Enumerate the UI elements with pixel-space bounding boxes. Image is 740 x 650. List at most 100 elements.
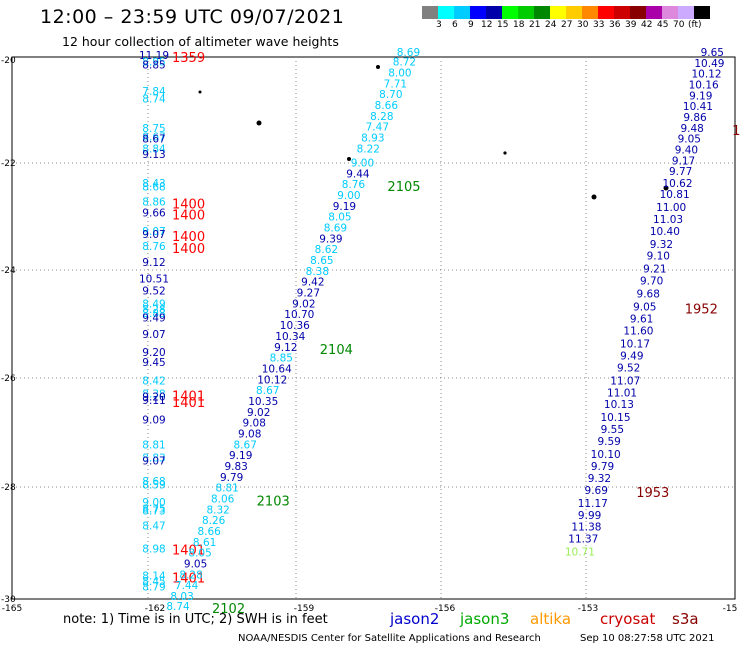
- island-marker: [591, 194, 597, 200]
- legend-altika: altika: [530, 610, 572, 628]
- wave-height-value: 9.05: [678, 134, 701, 146]
- wave-height-value: 8.38: [142, 388, 165, 400]
- wave-height-value: 8.66: [197, 526, 221, 538]
- wave-height-value: 9.08: [243, 418, 266, 430]
- colorbar-label: 18: [513, 20, 525, 30]
- colorbar-swatch: [582, 6, 598, 19]
- legend-cryosat: cryosat: [600, 610, 656, 628]
- wave-height-value: 8.76: [342, 179, 366, 191]
- wave-height-value: 9.00: [337, 190, 360, 202]
- colorbar-swatch: [502, 6, 518, 19]
- wave-height-value: 11.07: [610, 375, 640, 387]
- wave-height-value: 9.40: [675, 144, 698, 156]
- wave-height-value: 8.74: [142, 94, 166, 106]
- legend-jason2: jason2: [390, 610, 440, 628]
- wave-height-value: 9.12: [142, 257, 165, 269]
- colorbar-label: 6: [452, 20, 458, 30]
- colorbar-label: 36: [609, 20, 621, 30]
- pass-time-label: 2104: [320, 343, 353, 358]
- pass-time-label: 2105: [387, 180, 420, 195]
- colorbar-labels: 3 6 9 12 15 18 21 24 27 30 33 36 39 42 45 70 (ft): [422, 20, 732, 34]
- lat-tick-label: -26: [1, 374, 16, 384]
- wave-height-value: 10.10: [591, 449, 621, 461]
- wave-height-value: 8.22: [357, 143, 380, 155]
- pass-time-label: 1953: [636, 486, 669, 501]
- lat-tick-label: -22: [1, 159, 16, 169]
- wave-height-value: 9.12: [274, 342, 297, 354]
- wave-height-value: 9.11: [142, 395, 165, 407]
- wave-height-value: 8.67: [234, 439, 257, 451]
- island-marker: [376, 65, 380, 69]
- wave-height-value: 9.48: [680, 123, 703, 135]
- wave-height-value: 9.83: [224, 461, 247, 473]
- island-marker: [256, 120, 262, 126]
- wave-height-value: 8.28: [142, 304, 165, 316]
- colorbar-label: 3: [436, 20, 442, 30]
- pass-time-label: 1400: [172, 242, 205, 257]
- map-frame: [11, 56, 736, 600]
- wave-height-value: 10.36: [280, 320, 310, 332]
- wave-height-value: 8.70: [379, 89, 402, 101]
- colorbar-label: (ft): [688, 20, 702, 30]
- lon-tick-label: -162: [145, 604, 165, 614]
- wave-height-value: 9.07: [142, 226, 165, 238]
- wave-height-value: 8.62: [315, 244, 338, 256]
- wave-height-value: 9.79: [220, 472, 243, 484]
- pass-time-label: 195: [732, 124, 740, 139]
- wave-height-value: 8.86: [142, 197, 166, 209]
- wave-height-value: 8.28: [179, 569, 202, 581]
- island-marker: [198, 90, 202, 94]
- wave-height-value: 8.81: [142, 439, 165, 451]
- wave-height-value: 9.39: [319, 233, 342, 245]
- wave-height-value: 8.47: [142, 521, 165, 533]
- wave-height-value: 8.67: [142, 131, 165, 143]
- wave-height-value: 8.98: [142, 543, 165, 555]
- island-marker: [503, 151, 507, 155]
- lon-tick-label: -165: [2, 604, 22, 614]
- wave-height-value: 8.03: [170, 591, 193, 603]
- wave-height-value: 11.03: [653, 214, 683, 226]
- colorbar-label: 42: [641, 20, 653, 30]
- wave-height-value: 11.38: [571, 522, 601, 534]
- wave-height-value: 8.88: [142, 308, 165, 320]
- wave-height-value: 9.66: [142, 207, 166, 219]
- colorbar-label: 9: [468, 20, 474, 30]
- wave-height-value: 9.99: [578, 510, 601, 522]
- wave-height-value: 9.08: [238, 428, 261, 440]
- colorbar-label: 15: [497, 20, 509, 30]
- colorbar-label: 70: [673, 20, 685, 30]
- wave-height-value: 9.68: [637, 289, 660, 301]
- wave-height-value: 9.17: [672, 155, 695, 167]
- wave-height-value: 9.05: [633, 302, 656, 314]
- wave-height-value: 8.38: [306, 266, 329, 278]
- wave-height-value: 9.02: [247, 407, 270, 419]
- wave-height-value: 8.06: [211, 494, 235, 506]
- wave-height-value: 8.83: [142, 452, 165, 464]
- wave-height-value: 8.69: [324, 223, 347, 235]
- lat-tick-label: -24: [1, 266, 16, 276]
- wave-height-value: 8.49: [142, 298, 165, 310]
- pass-time-label: 2103: [257, 495, 290, 510]
- wave-height-value: 9.10: [647, 251, 670, 263]
- pass-time-label: 1401: [172, 571, 205, 586]
- wave-height-value: 10.62: [662, 178, 692, 190]
- wave-height-value: 9.52: [142, 285, 165, 297]
- colorbar-label: 24: [545, 20, 557, 30]
- wave-height-value: 8.05: [188, 548, 211, 560]
- colorbar-label: 33: [593, 20, 605, 30]
- pass-time-label: 1359: [172, 51, 205, 66]
- lat-tick-label: -20: [1, 56, 16, 66]
- wave-height-value: 9.00: [142, 497, 165, 509]
- timestamp-text: Sep 10 08:27:58 UTC 2021: [580, 633, 715, 644]
- wave-height-value: 11.00: [656, 202, 686, 214]
- wave-height-value: 8.05: [328, 212, 351, 224]
- wave-height-value: 11.37: [568, 534, 598, 546]
- wave-height-value: 10.16: [689, 79, 719, 91]
- wave-height-value: 10.35: [248, 396, 278, 408]
- lon-tick-label: -15: [723, 604, 738, 614]
- wave-height-value: 8.28: [370, 111, 393, 123]
- colorbar-swatch: [422, 6, 438, 19]
- wave-height-value: 9.45: [142, 357, 165, 369]
- wave-height-value: 8.95: [142, 57, 165, 69]
- wave-height-value: 7.44: [175, 580, 199, 592]
